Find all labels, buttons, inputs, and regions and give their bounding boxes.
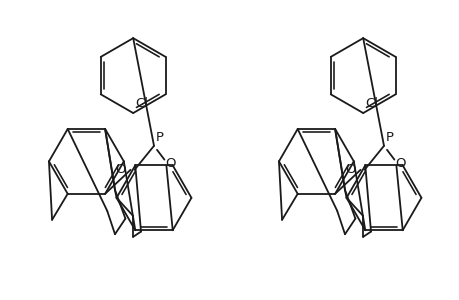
Text: O: O <box>165 157 175 169</box>
Text: P: P <box>156 131 164 144</box>
Text: P: P <box>385 131 393 144</box>
Text: O: O <box>395 157 405 169</box>
Text: Cl: Cl <box>364 97 377 110</box>
Text: O: O <box>344 163 355 176</box>
Text: Cl: Cl <box>135 97 148 110</box>
Text: O: O <box>115 163 125 176</box>
